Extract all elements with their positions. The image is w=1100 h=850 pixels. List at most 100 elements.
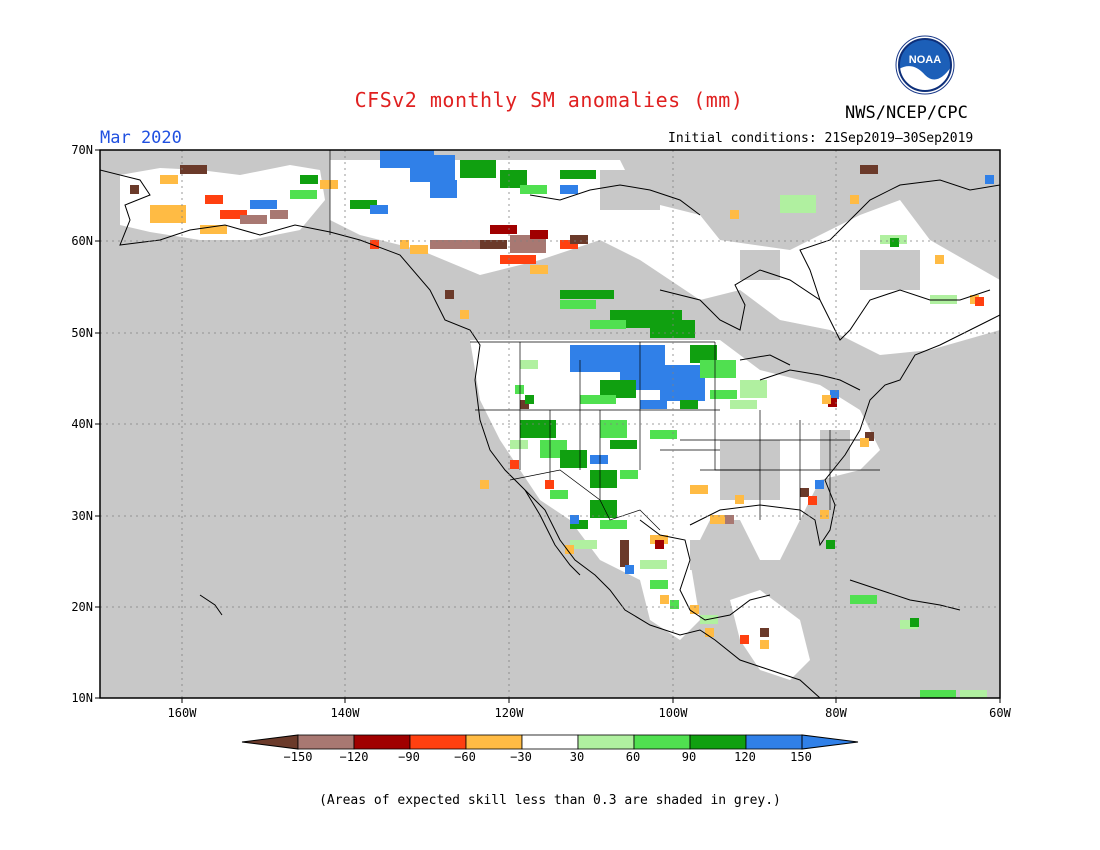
lat-label-60n: 60N — [71, 234, 93, 248]
anomaly-cell — [300, 175, 318, 184]
anomaly-cell — [560, 300, 596, 309]
anomaly-cell — [620, 540, 629, 567]
anomaly-cell — [460, 160, 496, 178]
anomaly-cell — [800, 488, 809, 497]
anomaly-cell — [735, 495, 744, 504]
anomaly-cell — [625, 565, 634, 574]
anomaly-cell — [480, 480, 489, 489]
anomaly-cell — [370, 205, 388, 214]
anomaly-cell — [500, 255, 536, 264]
anomaly-cell — [200, 225, 227, 234]
map-title: CFSv2 monthly SM anomalies (mm) — [354, 88, 744, 112]
anomaly-cells — [130, 150, 994, 698]
anomaly-cell — [610, 440, 637, 449]
anomaly-cell — [960, 690, 987, 698]
anomaly-cell — [826, 540, 835, 549]
anomaly-cell — [640, 560, 667, 569]
lat-label-50n: 50N — [71, 326, 93, 340]
anomaly-cell — [600, 420, 627, 438]
colorbar-label: 150 — [790, 750, 812, 764]
anomaly-cell — [525, 395, 534, 404]
anomaly-cell — [650, 580, 668, 589]
anomaly-cell — [550, 490, 568, 499]
colorbar-label: −90 — [398, 750, 420, 764]
anomaly-cell — [760, 628, 769, 637]
anomaly-cell — [510, 460, 519, 469]
lon-label-100w: 100W — [658, 706, 688, 720]
anomaly-cell — [650, 320, 695, 338]
anomaly-cell — [620, 470, 638, 479]
colorbar-swatch — [465, 734, 523, 750]
anomaly-cell — [740, 380, 767, 398]
colorbar-swatch — [689, 734, 747, 750]
anomaly-cell — [570, 345, 624, 372]
colorbar-swatch — [745, 734, 803, 750]
anomaly-cell — [580, 395, 616, 404]
graticule — [100, 150, 1000, 698]
anomaly-cell — [150, 205, 186, 223]
anomaly-cell — [730, 400, 757, 409]
anomaly-cell — [350, 200, 377, 209]
anomaly-cell — [160, 175, 178, 184]
anomaly-cell — [680, 400, 698, 409]
anomaly-cell — [710, 515, 728, 524]
anomaly-cell — [290, 190, 317, 199]
anomaly-cell — [730, 210, 739, 219]
anomaly-cell — [410, 245, 428, 254]
anomaly-cell — [660, 595, 669, 604]
noaa-logo-icon: NOAA — [895, 35, 955, 95]
forecast-month: Mar 2020 — [100, 128, 182, 148]
lat-label-70n: 70N — [71, 143, 93, 157]
anomaly-cell — [850, 195, 859, 204]
anomaly-cell — [705, 628, 714, 637]
anomaly-cell — [850, 595, 877, 604]
anomaly-cell — [760, 640, 769, 649]
anomaly-cell — [600, 520, 627, 529]
anomaly-cell — [570, 520, 588, 529]
anomaly-cell — [520, 420, 556, 438]
anomaly-cell — [830, 390, 839, 399]
colorbar-label: −30 — [510, 750, 532, 764]
lat-label-40n: 40N — [71, 417, 93, 431]
anomaly-cell — [180, 165, 207, 174]
anomaly-cell — [570, 235, 588, 244]
anomaly-cell — [560, 170, 596, 179]
anomaly-cell — [510, 235, 546, 253]
anomaly-cell — [530, 230, 548, 239]
anomaly-cell — [670, 600, 679, 609]
colorbar-arrow-low — [241, 734, 299, 750]
anomaly-cell — [240, 215, 267, 224]
colorbar-swatch — [521, 734, 579, 750]
anomaly-cell — [410, 155, 455, 182]
anomaly-cell — [890, 238, 899, 247]
anomaly-cell — [220, 210, 247, 219]
lon-label-80w: 80W — [825, 706, 847, 720]
anomaly-cell — [560, 240, 578, 249]
anomaly-cell — [655, 540, 664, 549]
anomaly-cell — [860, 438, 869, 447]
lat-label-10n: 10N — [71, 691, 93, 705]
colorbar-label: −60 — [454, 750, 476, 764]
anomaly-cell — [430, 240, 484, 249]
lon-label-160w: 160W — [167, 706, 197, 720]
colorbar-label: 30 — [569, 750, 585, 764]
anomaly-cell — [970, 295, 979, 304]
anomaly-cell — [590, 320, 626, 329]
anomaly-cell — [690, 345, 717, 363]
anomaly-cell — [740, 635, 749, 644]
anomaly-cell — [250, 200, 277, 209]
anomaly-cell — [600, 380, 636, 398]
anomaly-cell — [560, 185, 578, 194]
colorbar — [241, 734, 859, 750]
anomaly-cell — [828, 398, 837, 407]
anomaly-cell — [510, 440, 528, 449]
lon-label-120w: 120W — [494, 706, 524, 720]
anomaly-cell — [935, 255, 944, 264]
anomaly-cell — [860, 165, 878, 174]
anomaly-cell — [480, 240, 507, 249]
anomaly-cell — [822, 395, 831, 404]
anomaly-cell — [520, 400, 529, 409]
anomaly-cell — [565, 545, 574, 554]
tick-marks — [95, 149, 1001, 703]
